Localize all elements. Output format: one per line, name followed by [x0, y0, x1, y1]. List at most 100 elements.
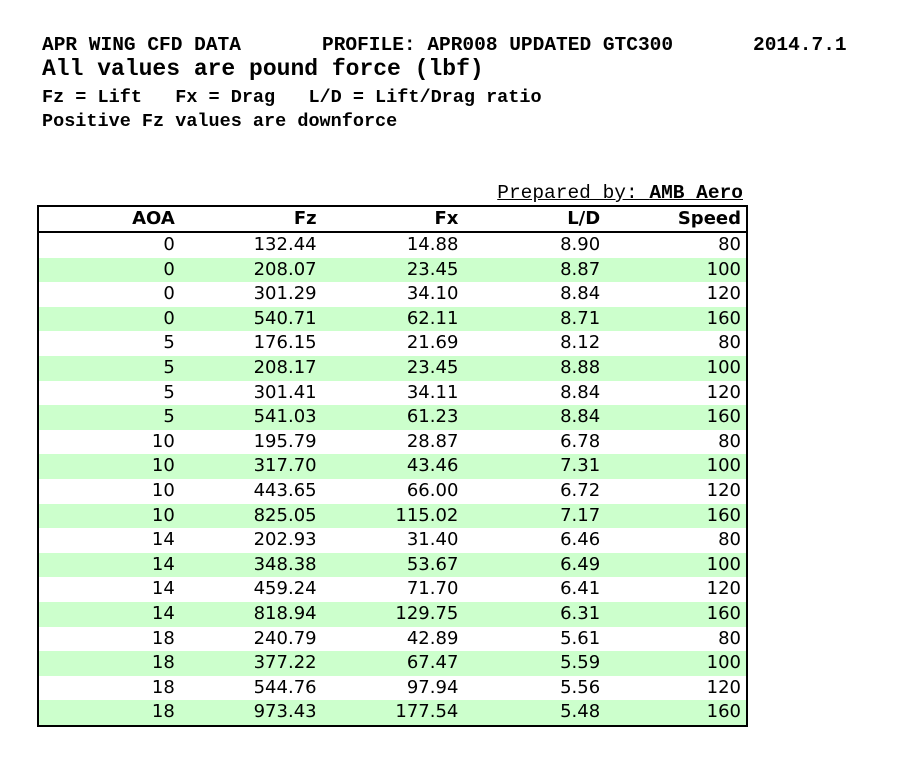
table-row: 14 202.93 31.40 6.46 80 [38, 528, 747, 553]
table-cell: 7.17 [560, 504, 601, 526]
table-cell: 0 [163, 283, 175, 305]
table-cell: 317.70 [253, 455, 317, 477]
table-header-row: AOA Fz Fx L/D Speed [38, 206, 747, 233]
table-cell: 66.00 [406, 479, 459, 501]
table-cell: 544.76 [253, 676, 317, 698]
table-cell: 0 [163, 234, 175, 255]
table-cell: 62.11 [406, 307, 459, 329]
table-row: 14 818.94 129.75 6.31 160 [38, 601, 747, 627]
table-cell: 208.17 [253, 356, 317, 378]
units-subtitle: All values are pound force (lbf) [42, 56, 484, 82]
table-cell: 129.75 [395, 602, 459, 624]
table-cell: 8.71 [560, 307, 601, 329]
table-cell: 43.46 [406, 455, 459, 477]
table-cell: 208.07 [253, 258, 317, 280]
table-cell: 34.11 [406, 381, 459, 403]
profile-label: PROFILE: APR008 UPDATED GTC300 [322, 34, 674, 56]
table-cell: 240.79 [253, 627, 317, 649]
prepared-by-label: Prepared by: [497, 182, 650, 204]
table-cell: 8.84 [560, 406, 601, 428]
table-cell: 100 [706, 258, 741, 280]
table-cell: 120 [706, 283, 741, 305]
table-cell: 80 [718, 529, 741, 551]
table-cell: 6.46 [560, 529, 601, 551]
cfd-data-table: AOA Fz Fx L/D Speed 0 132.44 14.88 8.90 80 0 208.0… [37, 205, 748, 727]
table-cell: 21.69 [406, 332, 459, 354]
table-row: 0 208.07 23.45 8.87 100 [38, 257, 747, 283]
table-cell: 5.56 [560, 676, 601, 698]
table-cell: 160 [706, 406, 741, 428]
table-cell: 5 [163, 332, 175, 354]
table-cell: 53.67 [406, 553, 459, 575]
table-cell: 10 [151, 455, 175, 477]
table-cell: 31.40 [406, 529, 459, 551]
table-cell: 80 [718, 332, 741, 354]
table-cell: 160 [706, 307, 741, 329]
table-cell: 67.47 [406, 652, 459, 674]
table-cell: 14 [151, 602, 175, 624]
table-cell: 80 [718, 627, 741, 649]
table-cell: 5.48 [560, 701, 601, 723]
table-cell: 177.54 [395, 701, 459, 723]
prepared-by-value: AMB Aero [649, 182, 743, 204]
table-cell: 5 [163, 356, 175, 378]
table-cell: 8.84 [560, 381, 601, 403]
table-cell: 14 [151, 529, 175, 551]
table-row: 0 132.44 14.88 8.90 80 [38, 232, 747, 258]
table-cell: 5 [163, 406, 175, 428]
table-row: 10 825.05 115.02 7.17 160 [38, 503, 747, 529]
table-cell: 8.87 [560, 258, 601, 280]
table-row: 0 540.71 62.11 8.71 160 [38, 306, 747, 332]
table-row: 18 544.76 97.94 5.56 120 [38, 675, 747, 701]
table-cell: 23.45 [406, 356, 459, 378]
table-cell: 6.31 [560, 602, 601, 624]
table-row: 10 195.79 28.87 6.78 80 [38, 429, 747, 455]
table-cell: 61.23 [406, 406, 459, 428]
table-cell: 10 [151, 504, 175, 526]
table-row: 14 348.38 53.67 6.49 100 [38, 552, 747, 578]
table-cell: 195.79 [253, 430, 317, 452]
table-cell: 377.22 [253, 652, 317, 674]
table-cell: 818.94 [253, 602, 317, 624]
table-cell: 10 [151, 479, 175, 501]
table-cell: 18 [151, 701, 175, 723]
table-cell: 100 [706, 652, 741, 674]
table-cell: 301.29 [253, 283, 317, 305]
table-cell: 7.31 [560, 455, 601, 477]
table-cell: 6.49 [560, 553, 601, 575]
table-cell: 8.12 [560, 332, 601, 354]
table-cell: 160 [706, 504, 741, 526]
table-cell: 100 [706, 455, 741, 477]
table-cell: 100 [706, 553, 741, 575]
table-cell: 120 [706, 479, 741, 501]
table-cell: 28.87 [406, 430, 459, 452]
table-cell: 23.45 [406, 258, 459, 280]
table-cell: 115.02 [395, 504, 459, 526]
table-cell: 34.10 [406, 283, 459, 305]
table-cell: 120 [706, 381, 741, 403]
table-cell: 42.89 [406, 627, 459, 649]
table-cell: 97.94 [406, 676, 459, 698]
table-cell: 18 [151, 627, 175, 649]
table-cell: 176.15 [253, 332, 317, 354]
prepared-by-line: Prepared by: AMB Aero [37, 183, 743, 204]
table-cell: 459.24 [253, 578, 317, 600]
table-cell: 348.38 [253, 553, 317, 575]
table-cell: 973.43 [253, 701, 317, 723]
table-row: 18 377.22 67.47 5.59 100 [38, 651, 747, 676]
column-header-fz: Fz [179, 206, 322, 233]
table-row: 18 240.79 42.89 5.61 80 [38, 626, 747, 652]
table-row: 18 973.43 177.54 5.48 160 [38, 700, 747, 726]
table-row: 10 443.65 66.00 6.72 120 [38, 478, 747, 504]
table-row: 0 301.29 34.10 8.84 120 [38, 282, 747, 307]
column-header-l-d: L/D [463, 206, 606, 233]
table-cell: 8.88 [560, 356, 601, 378]
table-cell: 541.03 [253, 406, 317, 428]
table-cell: 5.61 [560, 627, 601, 649]
table-cell: 14.88 [406, 234, 459, 255]
table-cell: 14 [151, 553, 175, 575]
report-title: APR WING CFD DATA [42, 34, 241, 56]
table-cell: 443.65 [253, 479, 317, 501]
table-cell: 0 [163, 307, 175, 329]
